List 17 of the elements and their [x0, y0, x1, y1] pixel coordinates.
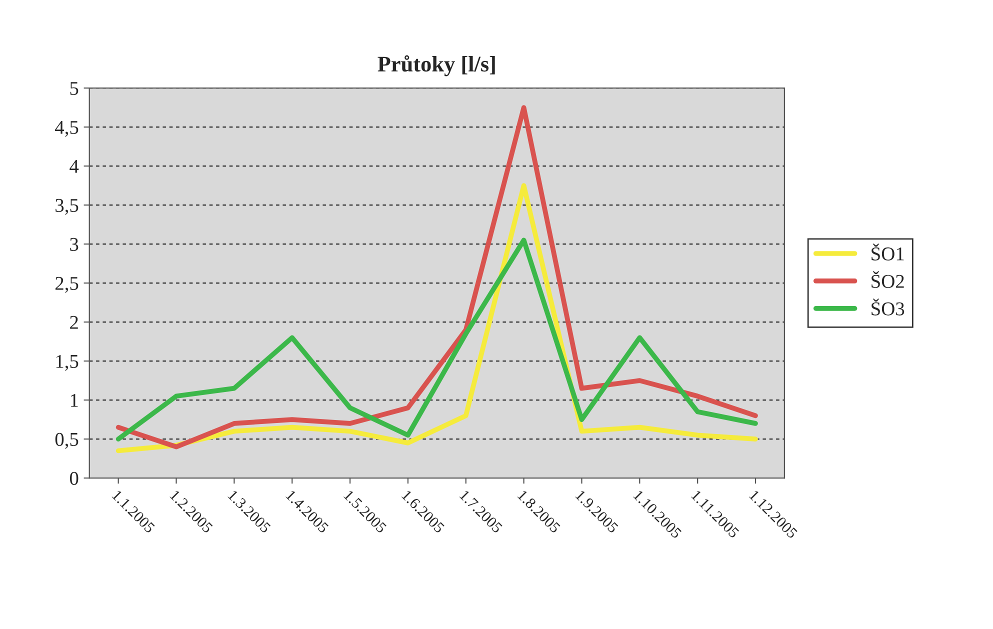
- y-tick-label: 0: [70, 472, 78, 485]
- y-tick-label: 2,5: [56, 276, 78, 293]
- y-tick-label: 1,5: [56, 354, 78, 371]
- line-series: [116, 238, 758, 442]
- y-tick-label: 4: [70, 160, 79, 173]
- chart-title: Průtoky [l/s]: [378, 55, 495, 76]
- legend-label: ŠO3: [872, 298, 904, 316]
- y-tick-label: 3,5: [56, 198, 78, 215]
- legend-label: ŠO2: [872, 271, 904, 288]
- y-tick-label: 0,5: [55, 432, 78, 449]
- y-tick-label: 2: [70, 316, 78, 329]
- y-tick-label: 4,5: [55, 121, 78, 137]
- line-series: [116, 105, 758, 450]
- y-tick-label: 1: [70, 394, 78, 407]
- legend-label: ŠO1: [872, 244, 904, 260]
- y-tick-label: 3: [70, 238, 78, 251]
- y-tick-label: 5: [70, 82, 78, 95]
